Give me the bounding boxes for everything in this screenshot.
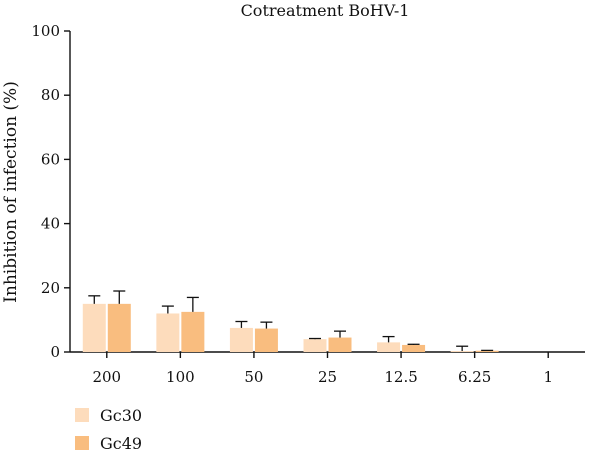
legend-label-gc30: Gc30 bbox=[100, 406, 142, 425]
legend: Gc30 Gc49 bbox=[75, 406, 142, 450]
bar-gc49 bbox=[328, 337, 352, 352]
y-tick-label: 0 bbox=[50, 343, 60, 361]
x-tick-label: 12.5 bbox=[384, 368, 417, 386]
bar-gc49 bbox=[181, 311, 205, 352]
bar-gc30 bbox=[82, 303, 106, 352]
bar-gc30 bbox=[303, 339, 327, 352]
legend-swatch-gc30 bbox=[75, 408, 89, 422]
y-tick-label: 80 bbox=[41, 86, 60, 104]
bar-gc30 bbox=[450, 351, 474, 352]
x-tick-label: 25 bbox=[318, 368, 337, 386]
y-tick-label: 20 bbox=[41, 279, 60, 297]
x-tick-label: 50 bbox=[244, 368, 263, 386]
x-tick-label: 100 bbox=[166, 368, 195, 386]
bar-gc30 bbox=[156, 313, 180, 352]
bars bbox=[82, 290, 499, 352]
legend-label-gc49: Gc49 bbox=[100, 434, 142, 450]
bar-gc49 bbox=[402, 344, 426, 352]
y-tick-label: 60 bbox=[41, 150, 60, 168]
legend-swatch-gc49 bbox=[75, 436, 89, 450]
axes: 0 20 40 60 80 100 200 100 50 25 12.5 6.25 1 bbox=[31, 22, 585, 386]
bar-gc30 bbox=[377, 342, 401, 352]
y-tick-label: 100 bbox=[31, 22, 60, 40]
bar-gc49 bbox=[254, 328, 278, 352]
x-tick-label: 1 bbox=[543, 368, 553, 386]
x-tick-label: 200 bbox=[92, 368, 121, 386]
y-axis-label: Inhibition of infection (%) bbox=[1, 81, 21, 303]
bar-gc49 bbox=[107, 303, 131, 352]
bar-gc30 bbox=[229, 327, 253, 352]
chart-title: Cotreatment BoHV-1 bbox=[241, 1, 410, 20]
x-tick-label: 6.25 bbox=[458, 368, 491, 386]
y-tick-label: 40 bbox=[41, 215, 60, 233]
bar-gc49 bbox=[475, 350, 499, 352]
